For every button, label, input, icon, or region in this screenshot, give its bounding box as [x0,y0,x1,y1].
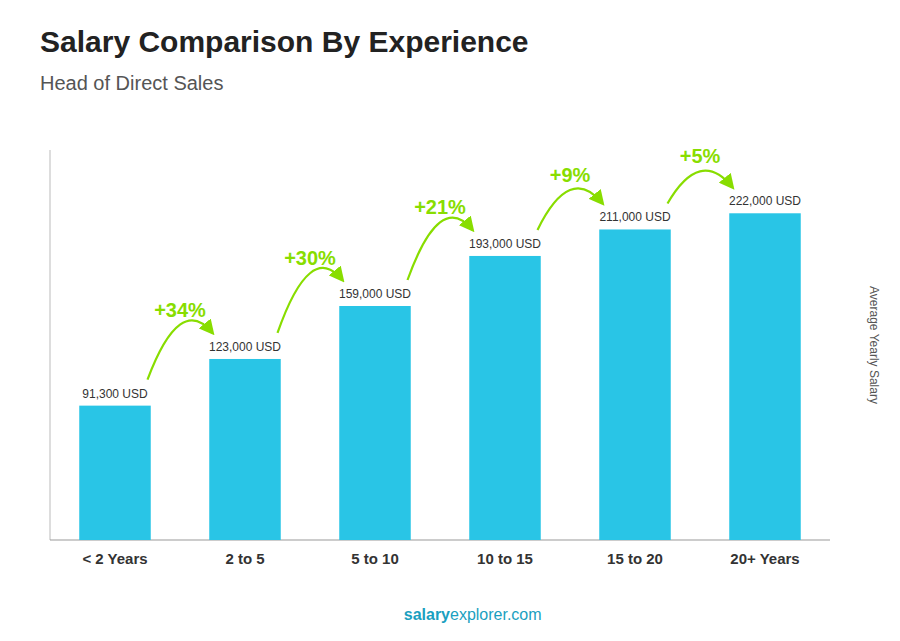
data-label: 211,000 USD [599,210,670,224]
bars [79,213,801,540]
footer-bold: salary [404,606,450,623]
growth-label: +30% [284,247,336,269]
data-label: 222,000 USD [729,194,801,208]
x-tick-label: 10 to 15 [477,550,533,567]
growth-label: +34% [154,299,206,321]
growth-arrow [148,320,213,379]
growth-arrow [668,171,733,204]
subtitle: Head of Direct Sales [40,72,223,94]
data-label: 193,000 USD [469,237,541,251]
bar [79,406,151,540]
growth-arrow [278,268,343,333]
x-axis-line [50,540,830,541]
x-tick-label: 2 to 5 [225,550,264,567]
growth-arrow [408,218,473,280]
x-tick-label: 15 to 20 [607,550,663,567]
title: Salary Comparison By Experience [40,25,529,58]
footer-normal: explorer.com [450,606,542,623]
growth-label: +9% [550,164,591,186]
data-label: 91,300 USD [82,387,148,401]
growth-label: +21% [414,196,466,218]
y-axis-line [50,150,51,540]
x-tick-label: < 2 Years [82,550,147,567]
data-label: 159,000 USD [339,287,411,301]
bar [339,306,411,540]
chart-svg: Salary Comparison By Experience Head of D… [0,0,900,641]
bar [469,256,541,540]
data-label: 123,000 USD [209,340,281,354]
x-tick-label: 20+ Years [730,550,799,567]
bar [729,213,801,540]
growth-label: +5% [680,145,721,167]
x-tick-label: 5 to 10 [351,550,399,567]
growth-arrow [538,188,603,230]
bar [599,229,671,540]
bar [209,359,281,540]
chart-container: Salary Comparison By Experience Head of D… [0,0,900,641]
y-axis-label: Average Yearly Salary [867,286,881,404]
